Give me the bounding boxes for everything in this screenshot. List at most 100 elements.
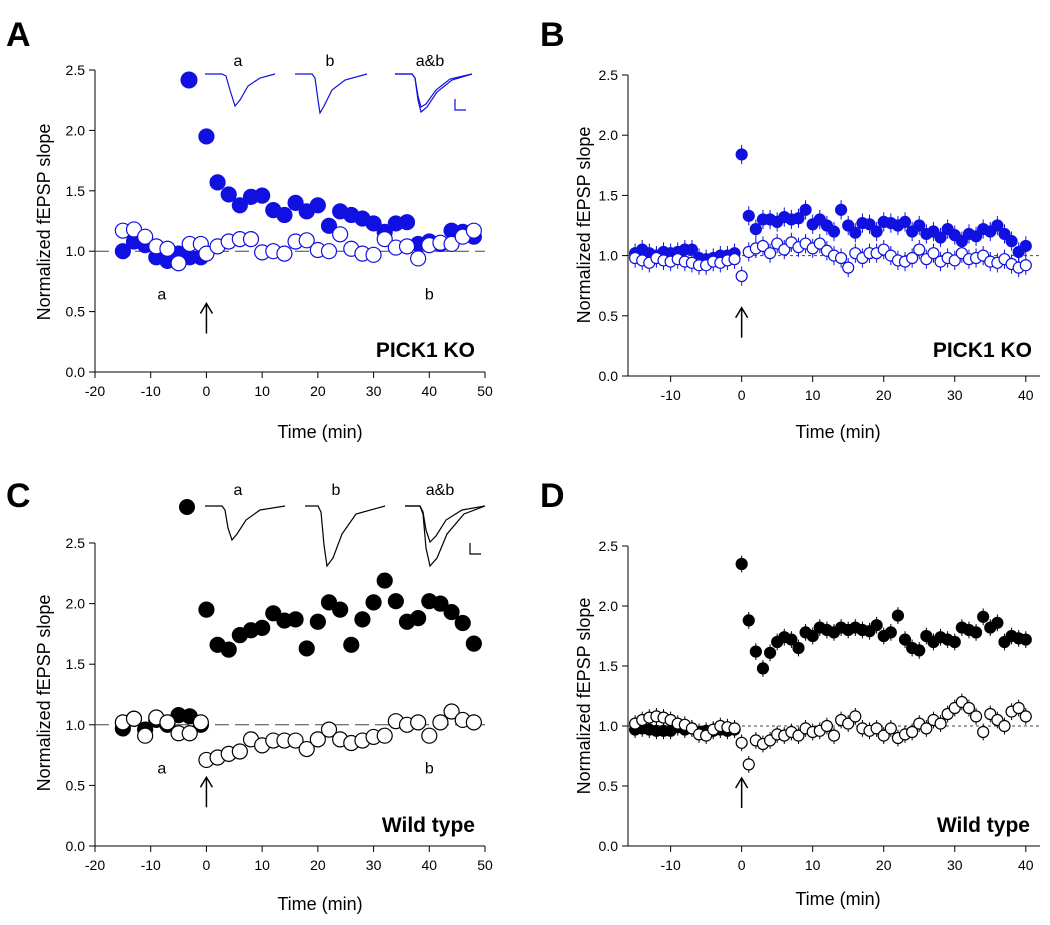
x-tick-label: 40 — [1018, 857, 1034, 873]
data-point-filled — [320, 217, 338, 234]
period-label: b — [425, 287, 434, 304]
y-tick-label: 1.5 — [599, 658, 619, 674]
data-point-open — [125, 710, 143, 727]
x-tick-label: 20 — [876, 387, 892, 403]
data-point-filled — [870, 619, 883, 632]
data-point-open — [443, 703, 460, 720]
data-point-filled — [365, 594, 382, 611]
data-point-filled — [969, 230, 983, 243]
x-tick-label: -10 — [141, 857, 161, 873]
panel-c: C Normalized fEPSP slope Time (min) Wild… — [6, 477, 493, 914]
y-tick-label: 0.5 — [66, 304, 86, 320]
data-point-filled — [376, 572, 393, 589]
y-tick-label: 2.5 — [599, 538, 619, 554]
y-tick-label: 1.0 — [599, 718, 619, 734]
data-point-open — [159, 714, 176, 731]
data-point-open — [969, 710, 983, 723]
y-tick-label: 0.5 — [599, 308, 619, 324]
panel-d: D Normalized fEPSP slope Time (min) Wild… — [540, 477, 1040, 909]
marks-layer: 0.0 0.5 1.0 1.5 2.0 2.5 -20 -10 0 10 20 30 40 50 a b — [66, 499, 493, 873]
data-point-open — [376, 727, 393, 744]
data-point-open — [906, 725, 919, 739]
data-point-filled — [432, 595, 449, 612]
trace-label-b: b — [326, 53, 335, 70]
data-point-filled — [332, 601, 349, 618]
y-axis-title: Normalized fEPSP slope — [574, 127, 594, 324]
data-point-filled — [849, 226, 862, 239]
x-tick-label: 0 — [738, 387, 746, 403]
data-point-open — [906, 251, 919, 265]
data-point-filled — [410, 610, 427, 627]
data-point-open — [763, 247, 777, 260]
data-point-filled — [863, 218, 876, 231]
data-point-filled — [792, 641, 805, 655]
x-tick-label: -10 — [661, 387, 681, 403]
x-tick-label: -10 — [141, 383, 161, 399]
panel-letter-a: A — [6, 16, 31, 54]
data-point-filled — [231, 197, 248, 214]
trace-label-a: a — [234, 53, 243, 70]
data-point-filled — [884, 626, 897, 639]
y-tick-label: 2.5 — [599, 67, 619, 83]
genotype-label: PICK1 KO — [376, 339, 475, 362]
stimulus-arrow-head — [735, 776, 749, 789]
data-point-open — [742, 758, 755, 771]
data-point-open — [465, 714, 482, 731]
data-point-open — [398, 238, 416, 255]
stimulus-arrow-head — [199, 302, 214, 314]
y-tick-label: 1.5 — [66, 656, 86, 672]
data-point-filled — [792, 212, 805, 225]
data-point-open — [813, 237, 826, 250]
data-point-open — [778, 243, 791, 256]
data-point-filled — [785, 633, 798, 646]
inset-traces: a b a&b — [205, 53, 473, 115]
data-point-filled — [948, 635, 961, 649]
data-point-open — [125, 221, 143, 238]
y-axis-title: Normalized fEPSP slope — [34, 124, 54, 321]
y-axis-title: Normalized fEPSP slope — [574, 598, 594, 795]
data-point-filled — [749, 645, 762, 658]
trace-ab-2 — [395, 73, 473, 114]
data-point-open — [820, 719, 833, 733]
genotype-label: PICK1 KO — [933, 339, 1032, 362]
data-point-filled — [309, 197, 326, 214]
y-tick-label: 0.5 — [66, 777, 86, 793]
x-tick-label: -10 — [661, 857, 681, 873]
data-point-filled — [977, 610, 990, 623]
trace-label-a: a — [234, 482, 243, 499]
x-axis-title: Time (min) — [795, 422, 880, 442]
x-axis-title: Time (min) — [795, 889, 880, 909]
data-point-filled — [898, 633, 912, 646]
data-point-filled — [806, 629, 819, 643]
data-point-filled — [309, 613, 326, 630]
data-point-open — [962, 701, 976, 715]
y-tick-label: 2.0 — [66, 122, 86, 138]
data-point-open — [870, 722, 883, 735]
data-point-open — [309, 731, 326, 748]
data-point-open — [298, 232, 315, 249]
y-tick-label: 1.0 — [599, 248, 619, 264]
legend-marker — [179, 499, 195, 515]
data-point-open — [320, 243, 338, 260]
y-tick-label: 2.0 — [66, 596, 86, 612]
x-tick-label: 30 — [947, 857, 963, 873]
data-point-filled — [756, 662, 770, 675]
y-tick-label: 1.0 — [66, 243, 86, 259]
x-tick-label: 0 — [738, 857, 746, 873]
y-tick-label: 0.0 — [66, 364, 86, 380]
data-point-filled — [287, 194, 304, 211]
period-label: a — [157, 287, 166, 304]
x-tick-label: 40 — [421, 857, 437, 873]
y-tick-label: 2.0 — [599, 598, 619, 614]
data-point-filled — [742, 614, 755, 627]
data-point-filled — [842, 219, 855, 232]
x-tick-label: 0 — [203, 383, 211, 399]
inset-traces: a b a&b — [205, 482, 486, 568]
data-point-filled — [443, 603, 460, 621]
panel-b: B Normalized fEPSP slope Time (min) PICK… — [540, 16, 1040, 442]
data-point-open — [735, 269, 748, 283]
marks-layer: 0.0 0.5 1.0 1.5 2.0 2.5 -10 0 10 20 30 40 — [599, 67, 1040, 403]
period-label: b — [425, 760, 434, 777]
data-point-open — [276, 245, 293, 262]
data-point-open — [735, 736, 748, 749]
